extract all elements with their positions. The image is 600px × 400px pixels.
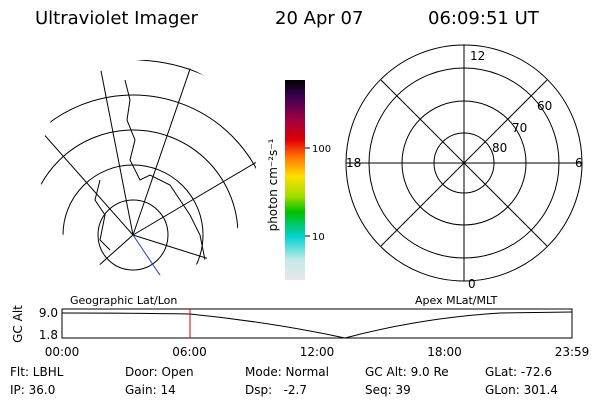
orbit-y-tick: 1.8 — [39, 328, 58, 342]
footer-field: GLon: 301.4 — [485, 383, 558, 397]
mlat-label: 80 — [492, 141, 507, 155]
orbit-frame — [61, 308, 573, 339]
orbit-left-title: Geographic Lat/Lon — [70, 294, 177, 307]
orbit-y-tick: 9.0 — [39, 306, 58, 320]
colorbar — [285, 80, 305, 280]
mlat-label: 70 — [512, 121, 527, 135]
orbit-x-tick: 12:00 — [300, 345, 335, 359]
title: Ultraviolet Imager — [35, 8, 199, 29]
orbit-x-tick: 23:59 — [555, 345, 590, 359]
footer-field: GLat: -72.6 — [485, 365, 552, 379]
footer-field: Seq: 39 — [365, 383, 411, 397]
polar-grid — [345, 44, 583, 282]
colorbar-tick-label: 10 — [312, 232, 325, 243]
footer-field: Dsp: -2.7 — [245, 383, 307, 397]
mlat-label: 60 — [537, 99, 552, 113]
footer-field: GC Alt: 9.0 Re — [365, 365, 449, 379]
orbit-right-title: Apex MLat/MLT — [415, 294, 498, 307]
altitude-curve — [61, 311, 573, 339]
date: 20 Apr 07 — [275, 8, 363, 29]
orbit-x-tick: 18:00 — [427, 345, 462, 359]
orbit-x-tick: 00:00 — [45, 345, 80, 359]
mlt-label: 0 — [468, 277, 476, 291]
orbit-x-tick: 06:00 — [172, 345, 207, 359]
footer-field: Gain: 14 — [125, 383, 176, 397]
mlt-label: 18 — [346, 156, 361, 170]
colorbar-tick-label: 100 — [312, 144, 331, 155]
colorbar-label: photon cm⁻²s⁻¹ — [266, 138, 280, 231]
footer-field: IP: 36.0 — [10, 383, 55, 397]
footer-field: Mode: Normal — [245, 365, 329, 379]
time: 06:09:51 UT — [428, 8, 540, 29]
mlt-label: 12 — [470, 49, 485, 63]
footer-field: Door: Open — [125, 365, 194, 379]
mlt-label: 6 — [575, 156, 583, 170]
footer-field: Flt: LBHL — [10, 365, 64, 379]
orbit-y-label: GC Alt — [11, 305, 25, 343]
